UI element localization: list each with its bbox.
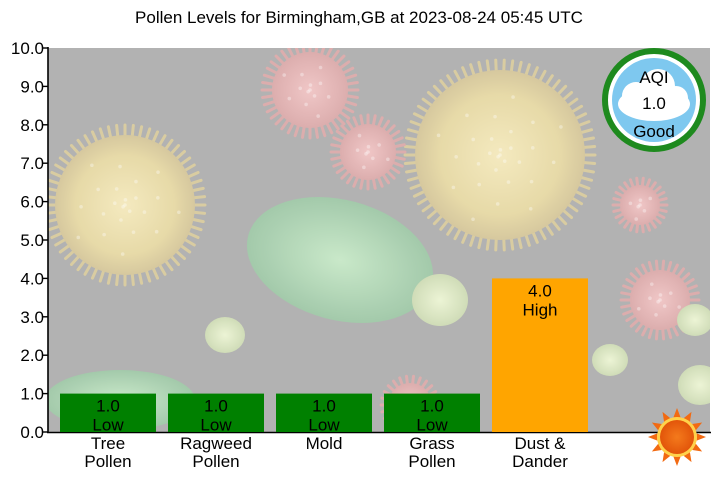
aqi-status: Good: [633, 122, 675, 141]
x-tick-label: Pollen: [192, 452, 239, 471]
bar-level-label: High: [523, 300, 558, 319]
aqi-badge: AQI 1.0 Good: [602, 48, 706, 152]
y-axis-ticks: 0.0 1.0 2.0 3.0 4.0 5.0 6.0 7.0 8.0 9.0 10.0: [11, 39, 48, 442]
y-tick-label: 0.0: [20, 423, 44, 442]
x-tick-label: Dust &: [514, 434, 566, 453]
x-tick-label: Dander: [512, 452, 568, 471]
bar: [384, 393, 480, 432]
x-tick-label: Mold: [306, 434, 343, 453]
bar-value-label: 1.0: [312, 397, 336, 416]
y-tick-label: 4.0: [20, 269, 44, 288]
bar: [492, 278, 588, 432]
bar-level-label: Low: [308, 416, 340, 435]
bar: [60, 393, 156, 432]
y-tick-label: 6.0: [20, 193, 44, 212]
y-tick-label: 2.0: [20, 346, 44, 365]
y-tick-label: 8.0: [20, 116, 44, 135]
bar: [168, 393, 264, 432]
cloud-icon: [618, 69, 690, 121]
sun-icon: [648, 408, 706, 466]
y-tick-label: 9.0: [20, 77, 44, 96]
aqi-label: AQI: [639, 68, 668, 87]
aqi-value: 1.0: [642, 94, 666, 113]
pollen-background-image: [48, 48, 710, 432]
y-tick-label: 7.0: [20, 154, 44, 173]
x-tick-label: Ragweed: [180, 434, 252, 453]
y-tick-label: 5.0: [20, 231, 44, 250]
bar-level-label: Low: [92, 416, 124, 435]
bar-value-label: 1.0: [204, 397, 228, 416]
bar-value-label: 1.0: [420, 397, 444, 416]
y-tick-label: 10.0: [11, 39, 44, 58]
bar-value-label: 1.0: [96, 397, 120, 416]
x-tick-label: Tree: [91, 434, 125, 453]
x-tick-label: Pollen: [84, 452, 131, 471]
bar-level-label: Low: [200, 416, 232, 435]
bar-value-label: 4.0: [528, 281, 552, 300]
chart-title: Pollen Levels for Birmingham,GB at 2023-…: [135, 8, 583, 27]
x-tick-label: Grass: [409, 434, 454, 453]
x-tick-label: Pollen: [408, 452, 455, 471]
y-tick-label: 3.0: [20, 308, 44, 327]
bar: [276, 393, 372, 432]
bar-level-label: Low: [416, 416, 448, 435]
y-tick-label: 1.0: [20, 385, 44, 404]
